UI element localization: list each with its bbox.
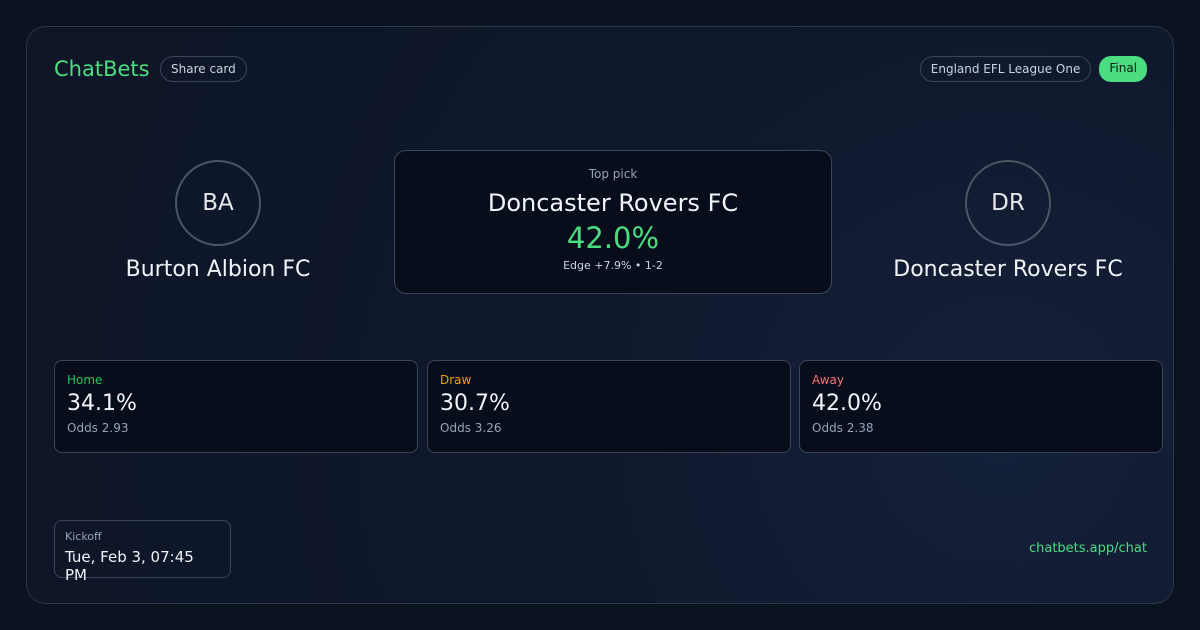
share-card-button[interactable]: Share card bbox=[160, 56, 247, 82]
away-team-name: Doncaster Rovers FC bbox=[893, 257, 1123, 282]
top-pick-team: Doncaster Rovers FC bbox=[487, 189, 739, 217]
outcome-label: Away bbox=[812, 373, 844, 387]
status-badge: Final bbox=[1099, 56, 1147, 82]
top-pick-panel: Top pick Doncaster Rovers FC 42.0% Edge … bbox=[394, 150, 832, 294]
share-card: ChatBets Share card England EFL League O… bbox=[26, 26, 1174, 604]
outcome-label: Home bbox=[67, 373, 103, 387]
league-badge: England EFL League One bbox=[919, 56, 1092, 82]
top-pick-label: Top pick bbox=[588, 167, 638, 181]
brand-logo: ChatBets bbox=[54, 57, 150, 81]
header-badges: England EFL League One Final bbox=[919, 56, 1147, 82]
top-pick-probability: 42.0% bbox=[566, 221, 660, 255]
outcome-home: Home 34.1% Odds 2.93 bbox=[54, 360, 418, 453]
outcome-away: Away 42.0% Odds 2.38 bbox=[799, 360, 1163, 453]
outcome-odds: Odds 3.26 bbox=[440, 421, 502, 435]
top-pick-detail: Edge +7.9% • 1-2 bbox=[563, 259, 663, 272]
away-avatar: DR bbox=[965, 160, 1051, 246]
outcome-pct: 30.7% bbox=[440, 391, 510, 416]
home-avatar: BA bbox=[175, 160, 261, 246]
outcome-label: Draw bbox=[440, 373, 472, 387]
home-team-name: Burton Albion FC bbox=[125, 257, 311, 282]
outcome-pct: 42.0% bbox=[812, 391, 882, 416]
kickoff-time: Tue, Feb 3, 07:45 PM bbox=[65, 548, 194, 584]
outcome-pct: 34.1% bbox=[67, 391, 137, 416]
kickoff-label: Kickoff bbox=[65, 530, 102, 543]
kickoff-box: Kickoff Tue, Feb 3, 07:45 PM bbox=[54, 520, 231, 584]
outcome-draw: Draw 30.7% Odds 3.26 bbox=[427, 360, 791, 453]
outcome-odds: Odds 2.93 bbox=[67, 421, 129, 435]
outcome-odds: Odds 2.38 bbox=[812, 421, 874, 435]
footer-link[interactable]: chatbets.app/chat bbox=[1028, 541, 1147, 556]
